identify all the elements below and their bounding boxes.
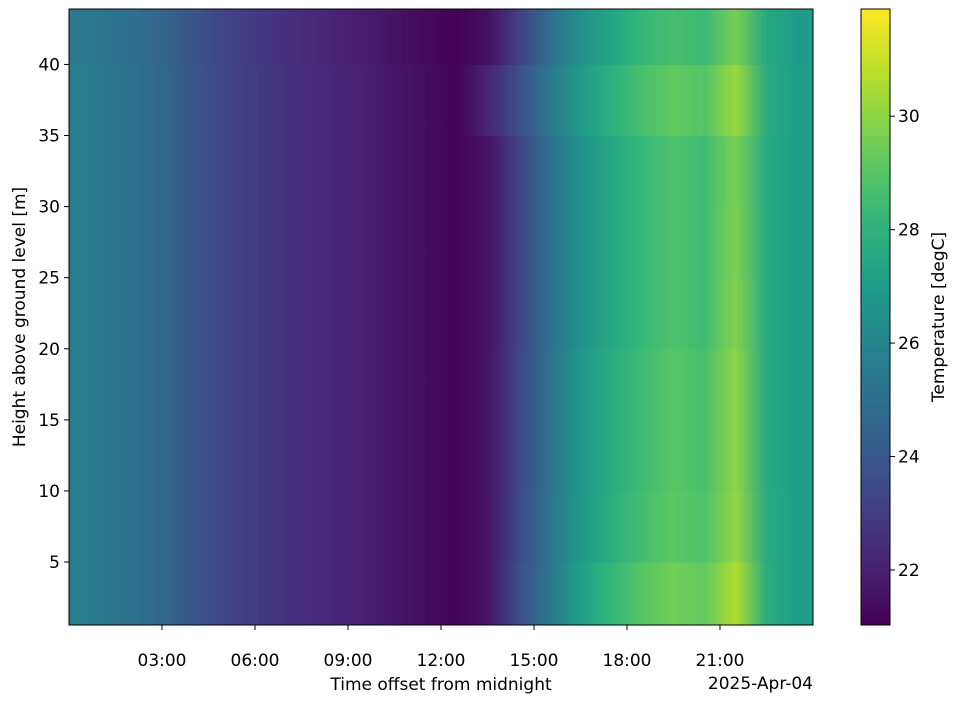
heatmap-row xyxy=(69,9,813,65)
y-tick-label: 25 xyxy=(38,269,60,289)
y-tick-label: 40 xyxy=(38,55,60,75)
colorbar-frame xyxy=(860,8,891,626)
colorbar xyxy=(861,9,890,625)
x-axis-label: Time offset from midnight xyxy=(329,675,552,695)
x-axis: 03:00 06:00 09:00 12:00 15:00 18:00 21:00 xyxy=(138,625,745,671)
colorbar-label: Temperature [degC] xyxy=(929,232,949,403)
y-tick-label: 10 xyxy=(38,482,60,502)
heatmap-row xyxy=(69,64,813,137)
heatmap-row xyxy=(69,348,813,421)
heatmap-row xyxy=(69,277,813,350)
y-axis: 5 10 15 20 25 30 35 40 xyxy=(38,55,69,573)
heatmap-row xyxy=(69,562,813,626)
y-tick-label: 20 xyxy=(38,340,60,360)
x-tick-label: 03:00 xyxy=(138,651,187,671)
y-tick-label: 15 xyxy=(38,411,60,431)
heatmap-row xyxy=(69,135,813,208)
y-tick-label: 5 xyxy=(49,553,60,573)
heatmap-row xyxy=(69,490,813,563)
colorbar-tick-label: 22 xyxy=(898,561,920,581)
x-tick-label: 18:00 xyxy=(603,651,652,671)
x-tick-label: 06:00 xyxy=(231,651,280,671)
y-tick-label: 35 xyxy=(38,127,60,147)
heatmap-row xyxy=(69,206,813,279)
x-tick-label: 15:00 xyxy=(510,651,559,671)
colorbar-tick-label: 28 xyxy=(898,221,920,241)
heatmap-cells xyxy=(69,9,813,626)
y-axis-label: Height above ground level [m] xyxy=(10,187,30,447)
x-tick-label: 12:00 xyxy=(417,651,466,671)
x-tick-label: 09:00 xyxy=(324,651,373,671)
colorbar-tick-label: 24 xyxy=(898,448,920,468)
x-tick-label: 21:00 xyxy=(696,651,745,671)
heatmap-row xyxy=(69,419,813,492)
colorbar-tick-label: 26 xyxy=(898,334,920,354)
colorbar-axis: 22 24 26 28 30 xyxy=(890,107,920,581)
y-tick-label: 30 xyxy=(38,198,60,218)
x-axis-offset-label: 2025-Apr-04 xyxy=(708,674,813,694)
colorbar-tick-label: 30 xyxy=(898,107,920,127)
